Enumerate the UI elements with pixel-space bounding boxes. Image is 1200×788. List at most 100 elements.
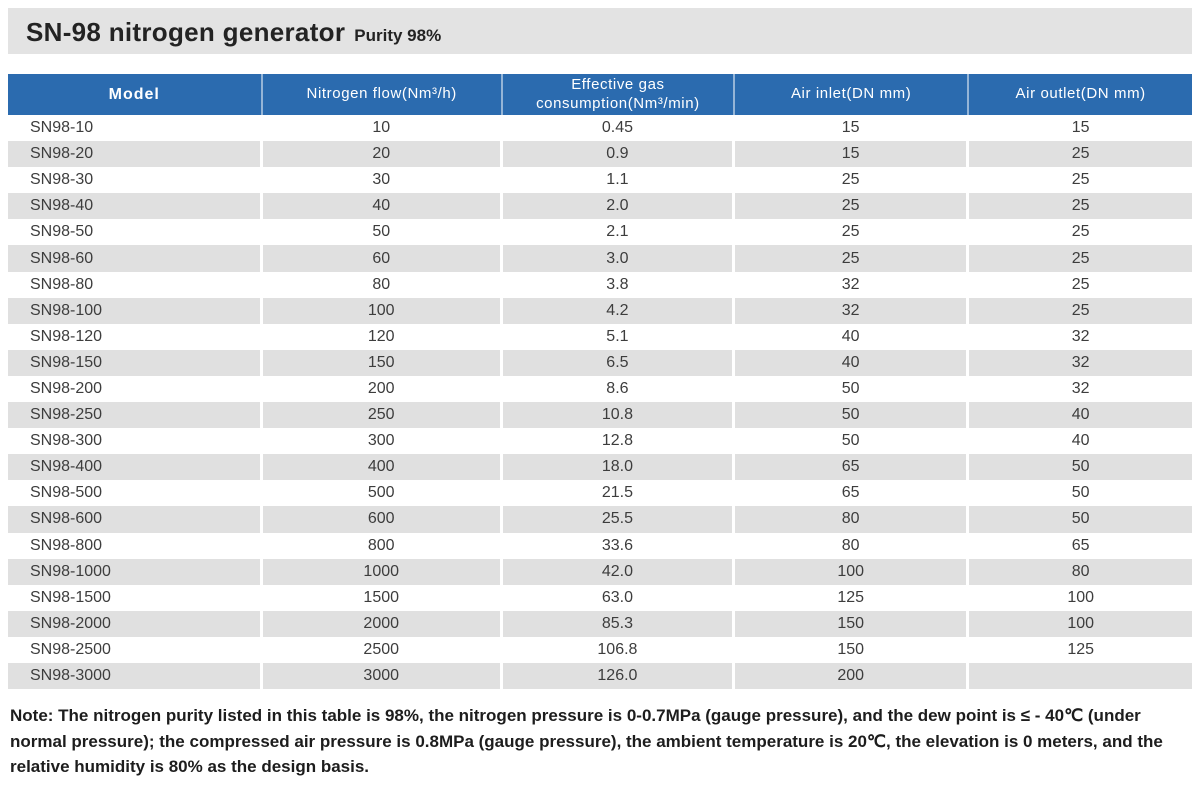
cell-nitrogen-flow: 400: [263, 454, 503, 481]
cell-gas-consumption: 2.0: [503, 193, 735, 220]
cell-nitrogen-flow: 800: [263, 532, 503, 559]
cell-air-inlet: 80: [735, 506, 970, 533]
cell-model: SN98-20: [8, 141, 263, 168]
table-row: SN98-100 100 4.2 32 25: [8, 297, 1192, 324]
cell-gas-consumption: 42.0: [503, 558, 735, 585]
cell-nitrogen-flow: 300: [263, 428, 503, 455]
cell-air-inlet: 32: [735, 297, 970, 324]
cell-air-outlet: 40: [1071, 406, 1090, 424]
cell-air-inlet: 25: [735, 245, 970, 272]
cell-gas-consumption: 0.9: [503, 141, 735, 168]
purity-subtitle: Purity 98%: [354, 26, 442, 45]
cell-model: SN98-400: [8, 454, 263, 481]
cell-nitrogen-flow: 3000: [263, 662, 503, 690]
cell-air-inlet: 25: [735, 219, 970, 246]
table-row: SN98-20 20 0.9 15 25: [8, 141, 1192, 168]
table-header-row: Model Nitrogen flow(Nm³/h) Effective gas…: [8, 74, 1192, 115]
footnote: Note: The nitrogen purity listed in this…: [10, 706, 1163, 777]
page-title: SN-98 nitrogen generator: [26, 17, 346, 47]
cell-model: SN98-30: [8, 167, 263, 194]
cell-model: SN98-200: [8, 375, 263, 403]
cell-nitrogen-flow: 200: [263, 375, 503, 403]
cell-model: SN98-120: [8, 323, 263, 350]
table-row: SN98-300 300 12.8 50 40: [8, 428, 1192, 455]
cell-nitrogen-flow: 500: [263, 480, 503, 507]
cell-nitrogen-flow: 50: [263, 219, 503, 246]
cell-model: SN98-300: [8, 428, 263, 455]
cell-model: SN98-50: [8, 219, 263, 246]
table-row: SN98-2500 2500 106.8 150 125: [8, 636, 1192, 663]
cell-nitrogen-flow: 1000: [263, 558, 503, 585]
table-row: SN98-500 500 21.5 65 50: [8, 480, 1192, 507]
cell-nitrogen-flow: 600: [263, 506, 503, 533]
cell-air-inlet: 80: [735, 532, 970, 559]
cell-gas-consumption: 3.8: [503, 271, 735, 298]
cell-gas-consumption: 126.0: [503, 662, 735, 690]
table-row: SN98-1500 1500 63.0 125 100: [8, 584, 1192, 611]
cell-air-inlet: 50: [735, 428, 970, 455]
table-row: SN98-600 600 25.5 80 50: [8, 506, 1192, 533]
cell-air-inlet: 15: [735, 141, 970, 168]
cell-air-outlet: 32: [1071, 379, 1090, 397]
cell-air-outlet: 50: [1071, 484, 1090, 502]
cell-model: SN98-80: [8, 271, 263, 298]
cell-air-inlet: 65: [735, 480, 970, 507]
cell-air-outlet: 125: [1067, 640, 1095, 658]
column-header-model: Model: [8, 74, 263, 115]
cell-model: SN98-600: [8, 506, 263, 533]
cell-gas-consumption: 21.5: [503, 480, 735, 507]
cell-air-outlet: 15: [1071, 119, 1090, 137]
cell-gas-consumption: 10.8: [503, 402, 735, 429]
cell-gas-consumption: 3.0: [503, 245, 735, 272]
cell-nitrogen-flow: 150: [263, 349, 503, 376]
title-banner: SN-98 nitrogen generator Purity 98%: [8, 8, 1192, 54]
table-row: SN98-150 150 6.5 40 32: [8, 349, 1192, 376]
cell-nitrogen-flow: 10: [263, 115, 503, 142]
column-header-gas-consumption: Effective gas consumption(Nm³/min): [503, 74, 735, 115]
table-row: SN98-60 60 3.0 25 25: [8, 245, 1192, 272]
cell-air-outlet: 80: [1071, 562, 1090, 580]
cell-gas-consumption: 12.8: [503, 428, 735, 455]
cell-air-outlet: 25: [1071, 197, 1090, 215]
cell-gas-consumption: 8.6: [503, 375, 735, 403]
table-row: SN98-800 800 33.6 80 65: [8, 532, 1192, 559]
cell-gas-consumption: 25.5: [503, 506, 735, 533]
cell-air-outlet: 25: [1071, 249, 1090, 267]
cell-air-inlet: 50: [735, 402, 970, 429]
cell-model: SN98-500: [8, 480, 263, 507]
cell-nitrogen-flow: 100: [263, 297, 503, 324]
cell-model: SN98-100: [8, 297, 263, 324]
cell-gas-consumption: 33.6: [503, 532, 735, 559]
cell-air-outlet: 25: [1071, 301, 1090, 319]
cell-gas-consumption: 2.1: [503, 219, 735, 246]
table-row: SN98-10 10 0.45 15 15: [8, 115, 1192, 142]
cell-air-outlet: 25: [1071, 145, 1090, 163]
cell-air-inlet: 150: [735, 636, 970, 663]
cell-air-inlet: 25: [735, 167, 970, 194]
cell-air-outlet: 50: [1071, 510, 1090, 528]
cell-gas-consumption: 85.3: [503, 610, 735, 637]
cell-air-outlet: 25: [1071, 275, 1090, 293]
cell-nitrogen-flow: 2500: [263, 636, 503, 663]
cell-gas-consumption: 5.1: [503, 323, 735, 350]
cell-air-inlet: 15: [735, 115, 970, 142]
cell-nitrogen-flow: 80: [263, 271, 503, 298]
cell-air-outlet: 32: [1071, 353, 1090, 371]
table-row: SN98-1000 1000 42.0 100 80: [8, 558, 1192, 585]
cell-air-outlet: 100: [1067, 614, 1095, 632]
cell-model: SN98-2000: [8, 610, 263, 637]
cell-model: SN98-40: [8, 193, 263, 220]
cell-nitrogen-flow: 1500: [263, 584, 503, 611]
spec-table: Model Nitrogen flow(Nm³/h) Effective gas…: [8, 74, 1192, 690]
cell-model: SN98-10: [8, 115, 263, 142]
table-row: SN98-80 80 3.8 32 25: [8, 271, 1192, 298]
cell-air-inlet: 40: [735, 323, 970, 350]
table-row: SN98-50 50 2.1 25 25: [8, 219, 1192, 246]
cell-air-outlet: 65: [1071, 536, 1090, 554]
cell-model: SN98-3000: [8, 662, 263, 690]
cell-nitrogen-flow: 40: [263, 193, 503, 220]
column-header-air-inlet: Air inlet(DN mm): [735, 74, 970, 115]
table-body: SN98-10 10 0.45 15 15 SN98-20 20 0.9 15 25 SN98-30…: [8, 115, 1192, 690]
table-row: SN98-3000 3000 126.0 200: [8, 662, 1192, 690]
